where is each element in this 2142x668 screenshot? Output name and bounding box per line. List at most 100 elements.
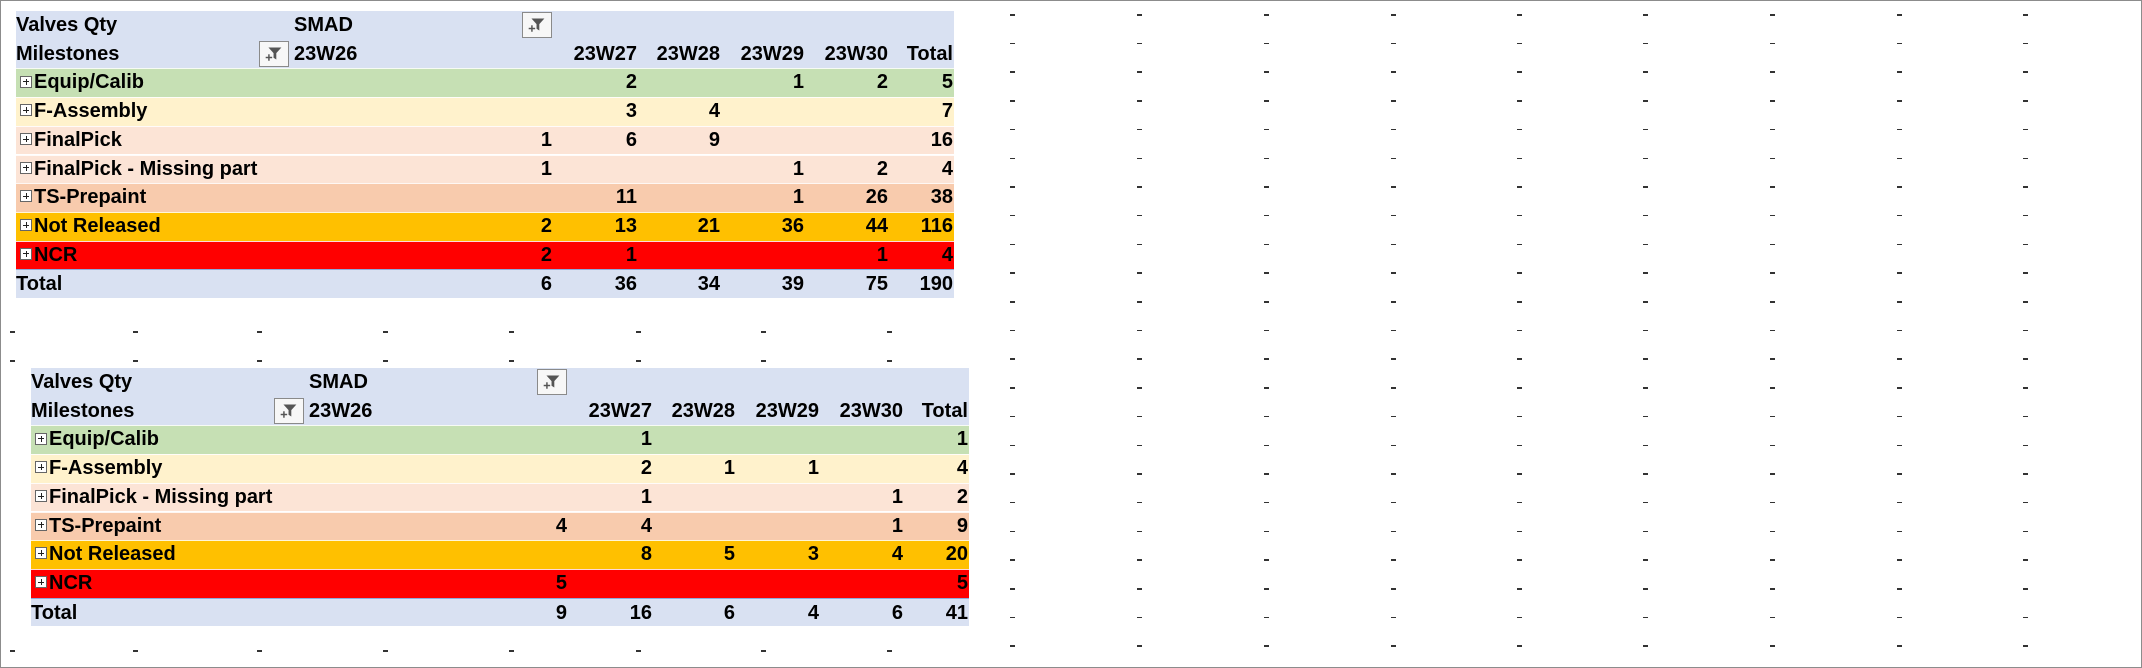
row-label[interactable]: NCR	[35, 569, 92, 598]
value-cell[interactable]	[572, 569, 652, 598]
value-cell[interactable]	[472, 183, 552, 212]
pivot-row-equip-calib[interactable]: Equip/Calib 1 1	[31, 425, 969, 455]
row-label[interactable]: Equip/Calib	[20, 68, 144, 97]
pivot-row-not-released[interactable]: Not Released 8 5 3 4 20	[31, 540, 969, 569]
value-cell[interactable]: 5	[723, 543, 735, 566]
value-cell[interactable]: 2	[540, 243, 552, 266]
expand-icon[interactable]	[20, 190, 32, 203]
value-cell[interactable]: 1	[640, 428, 652, 451]
grand-total-cell[interactable]: 16	[629, 601, 652, 624]
value-cell[interactable]: 1	[723, 457, 735, 480]
pivot-row-equip-calib[interactable]: Equip/Calib 2 1 2 5	[16, 68, 954, 98]
value-cell[interactable]	[724, 126, 804, 155]
pivot-row-f-assembly[interactable]: F-Assembly 2 1 1 4	[31, 454, 969, 483]
value-cell[interactable]: 1	[807, 457, 819, 480]
value-cell[interactable]: 1	[640, 485, 652, 508]
value-cell[interactable]	[655, 569, 735, 598]
row-label[interactable]: Not Released	[20, 212, 161, 241]
expand-icon[interactable]	[35, 518, 47, 531]
value-cell[interactable]: 5	[555, 571, 567, 594]
value-cell[interactable]	[472, 97, 552, 126]
expand-icon[interactable]	[35, 576, 47, 589]
value-cell[interactable]: 26	[865, 186, 888, 209]
grand-total-cell[interactable]: 190	[919, 273, 953, 296]
value-cell[interactable]: 1	[792, 71, 804, 94]
expand-icon[interactable]	[35, 461, 47, 474]
value-cell[interactable]	[640, 68, 720, 97]
grand-total-cell[interactable]: 6	[540, 273, 552, 296]
pivot-row-finalpick[interactable]: FinalPick 1 6 9 16	[16, 125, 954, 155]
value-cell[interactable]: 3	[625, 100, 637, 123]
value-cell[interactable]: 2	[640, 457, 652, 480]
row-label[interactable]: F-Assembly	[20, 97, 147, 126]
grand-total-cell[interactable]: 39	[781, 273, 804, 296]
expand-icon[interactable]	[20, 133, 32, 146]
value-cell[interactable]: 2	[625, 71, 637, 94]
grand-total-cell[interactable]: 6	[891, 601, 903, 624]
value-cell[interactable]: 5	[941, 71, 953, 94]
value-cell[interactable]: 6	[625, 128, 637, 151]
row-label[interactable]: FinalPick - Missing part	[35, 483, 272, 512]
value-cell[interactable]: 4	[640, 514, 652, 537]
value-cell[interactable]: 13	[614, 214, 637, 237]
value-cell[interactable]: 11	[615, 186, 637, 209]
row-label[interactable]: NCR	[20, 241, 77, 270]
row-label[interactable]: TS-Prepaint	[20, 183, 146, 212]
pivot-row-ncr[interactable]: NCR 2 1 1 4	[16, 240, 954, 270]
value-cell[interactable]: 1	[956, 428, 968, 451]
column-filter-icon[interactable]	[522, 12, 552, 38]
value-cell[interactable]	[487, 454, 567, 483]
value-cell[interactable]: 2	[540, 214, 552, 237]
grand-total-cell[interactable]: 75	[865, 273, 888, 296]
value-cell[interactable]: 1	[891, 514, 903, 537]
pivot-row-not-released[interactable]: Not Released 2 13 21 36 44 116	[16, 211, 954, 241]
value-cell[interactable]	[640, 183, 720, 212]
grand-total-cell[interactable]: 34	[697, 273, 720, 296]
value-cell[interactable]: 4	[941, 243, 953, 266]
value-cell[interactable]: 1	[792, 157, 804, 180]
value-cell[interactable]: 21	[697, 214, 720, 237]
value-cell[interactable]: 1	[876, 243, 888, 266]
value-cell[interactable]: 9	[956, 514, 968, 537]
pivot-row-ncr[interactable]: NCR 5 5	[31, 568, 969, 598]
value-cell[interactable]: 5	[956, 571, 968, 594]
row-label[interactable]: F-Assembly	[35, 454, 162, 483]
pivot-row-ts-prepaint[interactable]: TS-Prepaint 11 1 26 38	[16, 183, 954, 212]
grand-total-cell[interactable]: 6	[723, 601, 735, 624]
row-filter-icon[interactable]	[274, 397, 304, 424]
expand-icon[interactable]	[20, 161, 32, 174]
value-cell[interactable]	[487, 483, 567, 512]
value-cell[interactable]: 38	[930, 186, 953, 209]
expand-icon[interactable]	[35, 547, 47, 560]
grand-total-cell[interactable]: 36	[614, 273, 637, 296]
value-cell[interactable]	[640, 241, 720, 270]
value-cell[interactable]: 36	[781, 214, 804, 237]
pivot-row-finalpick-missing-part[interactable]: FinalPick - Missing part 1 1 2	[31, 482, 969, 512]
value-cell[interactable]	[724, 97, 804, 126]
value-cell[interactable]	[739, 483, 819, 512]
value-cell[interactable]	[487, 540, 567, 569]
expand-icon[interactable]	[35, 432, 47, 445]
value-cell[interactable]: 1	[792, 186, 804, 209]
value-cell[interactable]: 1	[625, 243, 637, 266]
pivot-row-ts-prepaint[interactable]: TS-Prepaint 4 4 1 9	[31, 511, 969, 541]
row-label[interactable]: FinalPick - Missing part	[20, 155, 257, 184]
value-cell[interactable]: 4	[891, 543, 903, 566]
grand-total-cell[interactable]: 41	[945, 601, 968, 624]
pivot-row-f-assembly[interactable]: F-Assembly 3 4 7	[16, 97, 954, 126]
value-cell[interactable]: 7	[941, 100, 953, 123]
value-cell[interactable]: 20	[945, 543, 968, 566]
value-cell[interactable]: 1	[540, 157, 552, 180]
value-cell[interactable]: 4	[555, 514, 567, 537]
value-cell[interactable]: 4	[708, 100, 720, 123]
value-cell[interactable]	[739, 569, 819, 598]
expand-icon[interactable]	[20, 75, 32, 88]
column-filter-icon[interactable]	[537, 369, 567, 395]
value-cell[interactable]: 3	[807, 543, 819, 566]
row-label[interactable]: TS-Prepaint	[35, 512, 161, 541]
grand-total-cell[interactable]: 4	[807, 601, 819, 624]
value-cell[interactable]	[655, 483, 735, 512]
value-cell[interactable]: 116	[920, 214, 953, 237]
value-cell[interactable]: 4	[941, 157, 953, 180]
value-cell[interactable]	[557, 155, 637, 184]
